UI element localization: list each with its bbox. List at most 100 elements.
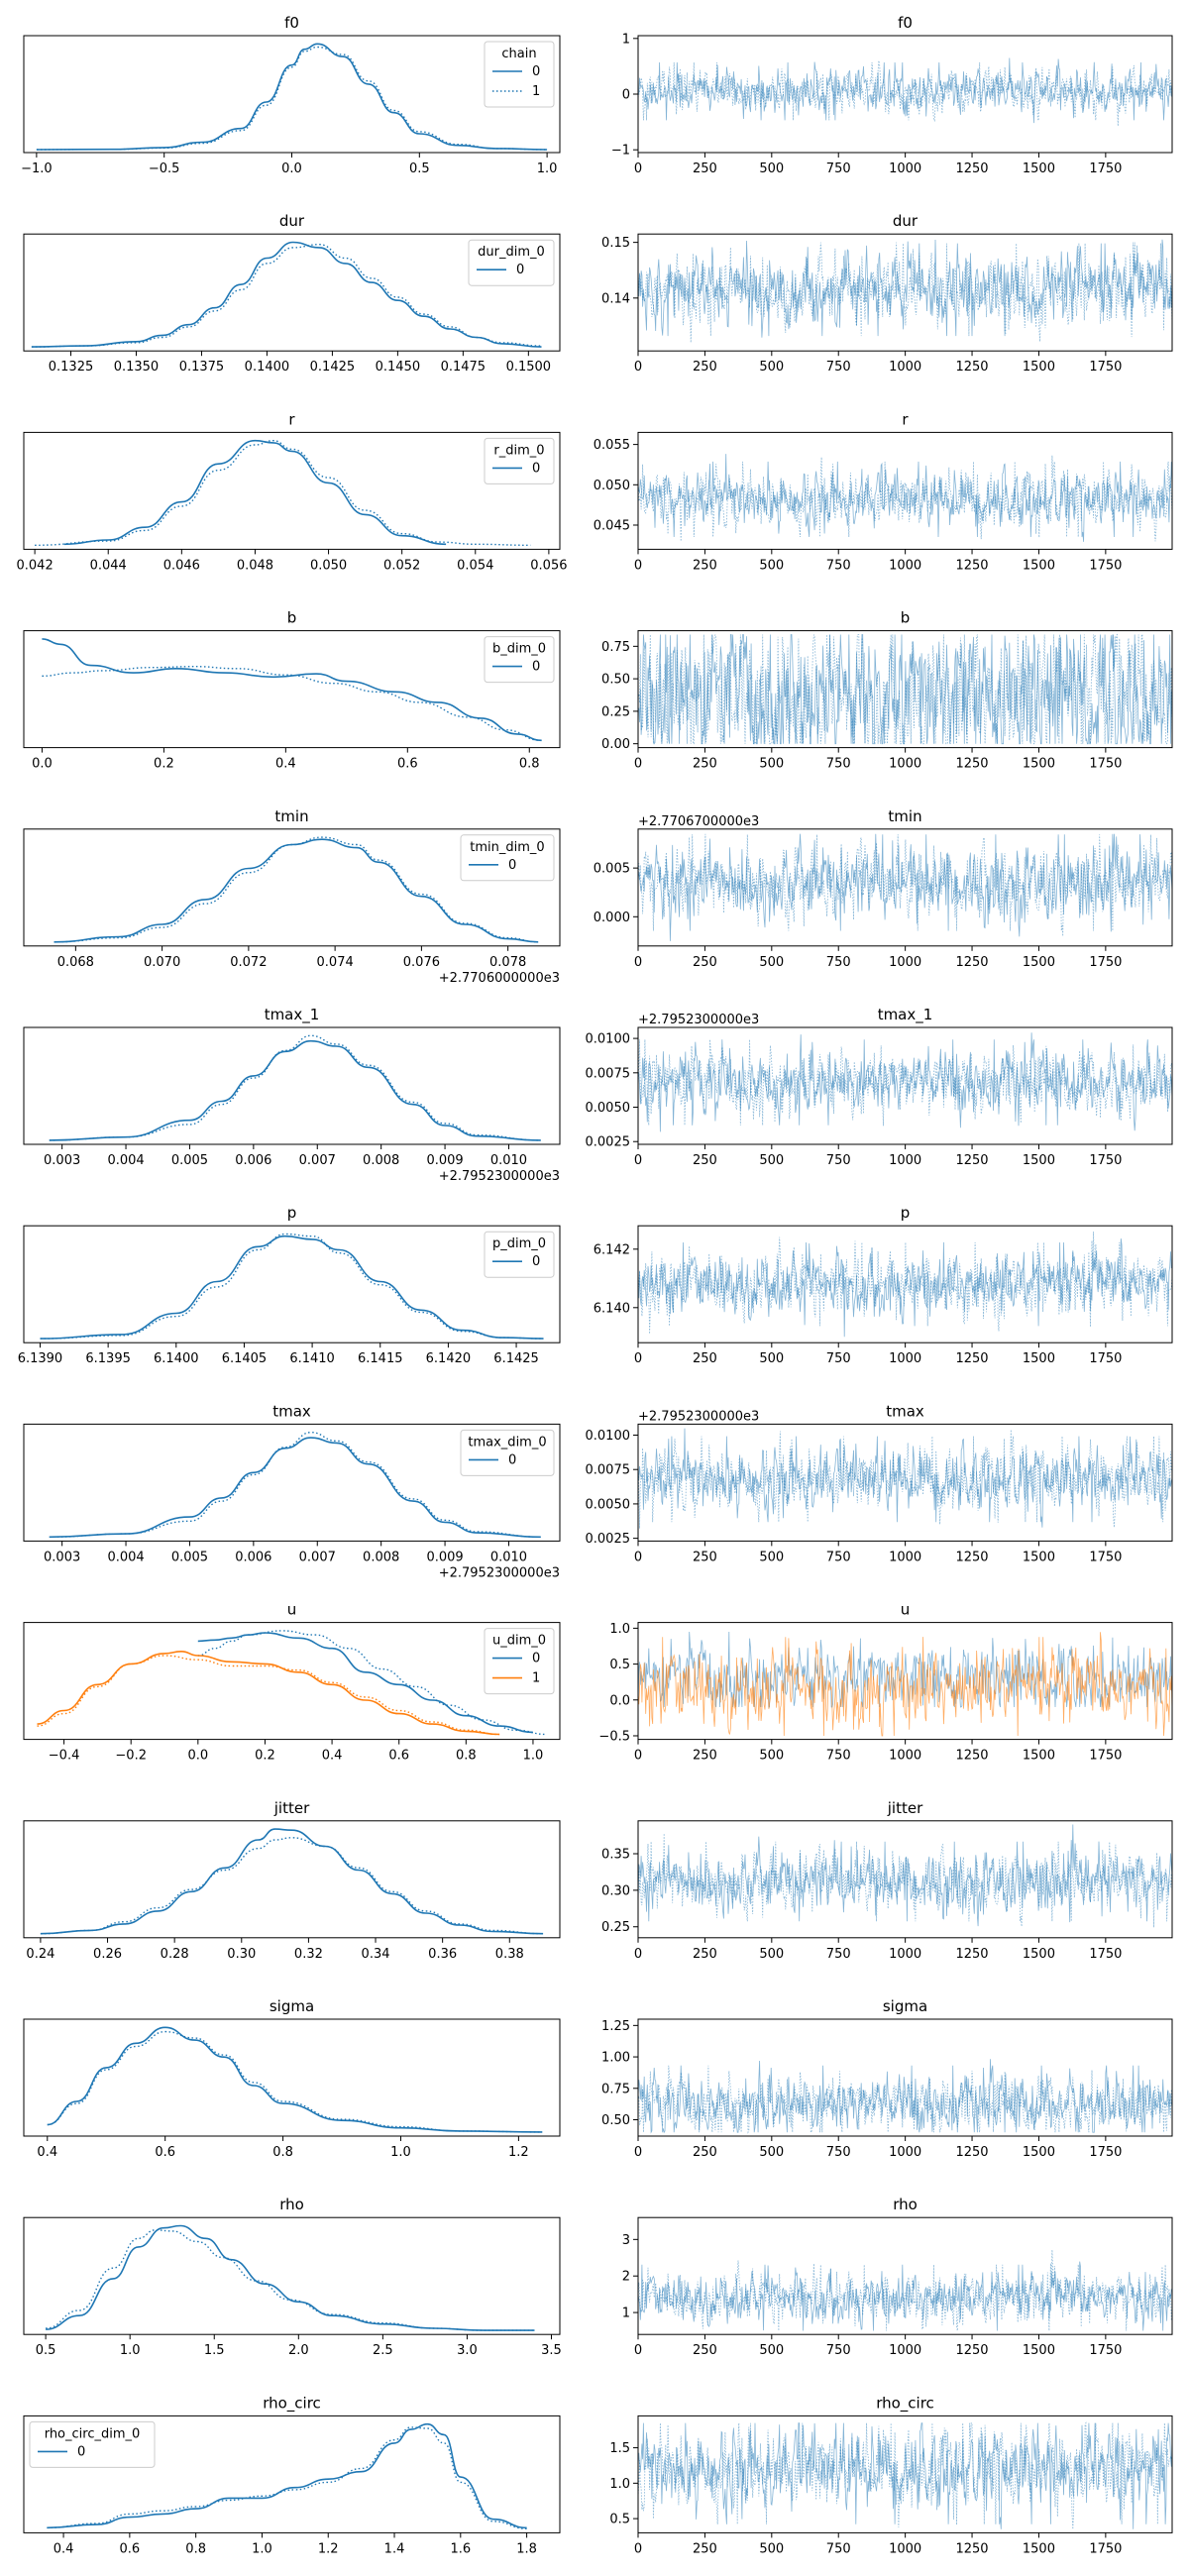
y-tick-label: 0.35 <box>601 1847 630 1862</box>
y-tick-label: 1 <box>622 2307 630 2321</box>
x-tick-label: 0.004 <box>107 1153 144 1168</box>
x-tick-label: 250 <box>693 1947 717 1962</box>
x-tick-label: 0.076 <box>403 955 440 970</box>
x-tick-label: 0 <box>634 1749 642 1764</box>
panel-title: tmax <box>272 1402 311 1420</box>
x-tick-label: 1500 <box>1023 757 1055 772</box>
x-tick-label: 0.1425 <box>310 360 356 375</box>
density-line-0 <box>42 639 541 740</box>
x-tick-label: 500 <box>759 1947 784 1962</box>
x-tick-label: 750 <box>826 558 851 573</box>
panel-title: tmin <box>274 807 308 825</box>
legend-label-0: 0 <box>532 1652 540 1666</box>
x-tick-label: 250 <box>693 360 717 375</box>
density-lines <box>41 1234 544 1340</box>
x-tick-label: 1000 <box>889 2541 921 2556</box>
x-tick-label: 0.010 <box>490 1153 527 1168</box>
offset-text: +2.7952300000e3 <box>439 1565 560 1580</box>
legend-label-0: 0 <box>508 858 516 873</box>
panel-title: u <box>901 1601 911 1619</box>
x-tick-label: 750 <box>826 1351 851 1366</box>
density-lines <box>46 2226 534 2331</box>
panel-title: p <box>287 1204 297 1222</box>
axes-frame <box>24 1027 560 1144</box>
x-tick-label: 0 <box>634 1947 642 1962</box>
x-tick-label: 0.4 <box>37 2145 57 2160</box>
density-panel-dur: dur0.1325 0.1350 0.1375 0.1400 0.1425 0.1450 0… <box>24 212 560 375</box>
legend-label-0: 0 <box>532 1254 540 1269</box>
x-tick-label: 1500 <box>1023 1947 1055 1962</box>
x-tick-label: 1.0 <box>252 2541 272 2556</box>
density-lines <box>48 2027 542 2132</box>
x-tick-label: 1.6 <box>450 2541 471 2556</box>
density-lines <box>32 243 542 348</box>
legend-title: rho_circ_dim_0 <box>45 2426 141 2441</box>
x-tick-label: 1500 <box>1023 1153 1055 1168</box>
panel-title: jitter <box>273 1799 310 1817</box>
x-tick-label: 0 <box>634 1153 642 1168</box>
y-tick-label: 6.142 <box>594 1242 630 1257</box>
x-tick-label: 1500 <box>1023 1351 1055 1366</box>
trace-panel-rho_circ: rho_circ0.51.01.50 250 500 750 1000 1250 1500 1… <box>609 2394 1172 2556</box>
x-tick-label: 0 <box>634 955 642 970</box>
x-tick-label: 1250 <box>955 955 988 970</box>
y-tick-label: 0.050 <box>594 479 630 493</box>
x-tick-label: 1.0 <box>120 2343 141 2358</box>
x-tick-label: 3.5 <box>541 2343 562 2358</box>
x-tick-label: 1250 <box>955 2541 988 2556</box>
legend-title: r_dim_0 <box>493 443 544 458</box>
x-tick-label: 0.1450 <box>376 360 421 375</box>
trace-panel-u: u−0.50.00.51.00 250 500 750 1000 1250 1500 1750 <box>598 1601 1172 1764</box>
legend-label-0: 0 <box>516 263 524 277</box>
x-tick-label: 500 <box>759 1749 784 1764</box>
x-tick-label: 250 <box>693 2541 717 2556</box>
y-tick-label: 0.75 <box>601 640 630 655</box>
density-line-0 <box>41 1236 544 1339</box>
trace-lines <box>638 1429 1172 1529</box>
x-tick-label: 750 <box>826 2343 851 2358</box>
x-tick-label: 1750 <box>1089 955 1122 970</box>
density-lines <box>42 639 541 740</box>
trace-panel-f0: f0−1010 250 500 750 1000 1250 1500 1750 <box>611 14 1172 176</box>
x-tick-label: 0.6 <box>155 2145 175 2160</box>
y-tick-label: 0.14 <box>601 291 630 306</box>
y-tick-label: 0.0050 <box>586 1497 631 1512</box>
trace-panel-b: b0.000.250.500.750 250 500 750 1000 1250 1500 1… <box>601 609 1172 772</box>
density-panel-f0: f0 −1.0 −0.5 0.0 0.5 1.0 chain 0 1 <box>21 14 560 176</box>
axes-frame <box>24 36 560 153</box>
density-line-1 <box>46 2230 534 2330</box>
density-panel-sigma: sigma 0.4 0.6 0.8 1.0 1.2 <box>24 1997 560 2160</box>
x-tick-label: 750 <box>826 955 851 970</box>
x-tick-label: 0.005 <box>171 1550 208 1564</box>
x-tick-label: 0.042 <box>17 558 54 573</box>
trace-panel-dur: dur0.140.150 250 500 750 1000 1250 1500 1750 <box>601 212 1172 375</box>
x-tick-label: 250 <box>693 955 717 970</box>
x-tick-label: 0 <box>634 1550 642 1564</box>
y-tick-label: 0.5 <box>609 2513 630 2527</box>
y-tick-label: 0.0075 <box>586 1463 631 1478</box>
x-tick-label: 0.6 <box>388 1749 409 1764</box>
x-tick-label: 1500 <box>1023 955 1055 970</box>
x-tick-label: 0.1475 <box>441 360 486 375</box>
x-tick-label: 0.054 <box>457 558 493 573</box>
x-tick-label: 1250 <box>955 1947 988 1962</box>
x-tick-label: 0.0 <box>187 1749 208 1764</box>
x-tick-label: 1000 <box>889 360 921 375</box>
x-tick-label: 1500 <box>1023 2541 1055 2556</box>
panel-title: f0 <box>898 14 913 32</box>
density-panel-tmax: tmax0.003 0.004 0.005 0.006 0.007 0.008 0.009 0… <box>24 1402 560 1580</box>
x-tick-label: 250 <box>693 2145 717 2160</box>
trace-lines <box>638 454 1172 542</box>
x-tick-label: 6.1395 <box>85 1351 131 1366</box>
x-tick-label: 1750 <box>1089 1947 1122 1962</box>
x-tick-label: 0.044 <box>90 558 127 573</box>
trace-line-1 <box>638 1039 1172 1126</box>
x-tick-label: 0.32 <box>294 1947 323 1962</box>
x-tick-label: 1.8 <box>516 2541 537 2556</box>
density-line-1 <box>37 48 547 151</box>
x-tick-label: 1250 <box>955 558 988 573</box>
trace-lines <box>638 1032 1172 1131</box>
x-tick-label: 0.1350 <box>114 360 160 375</box>
x-tick-label: 0.070 <box>144 955 180 970</box>
x-tick-label: 0.1500 <box>506 360 552 375</box>
